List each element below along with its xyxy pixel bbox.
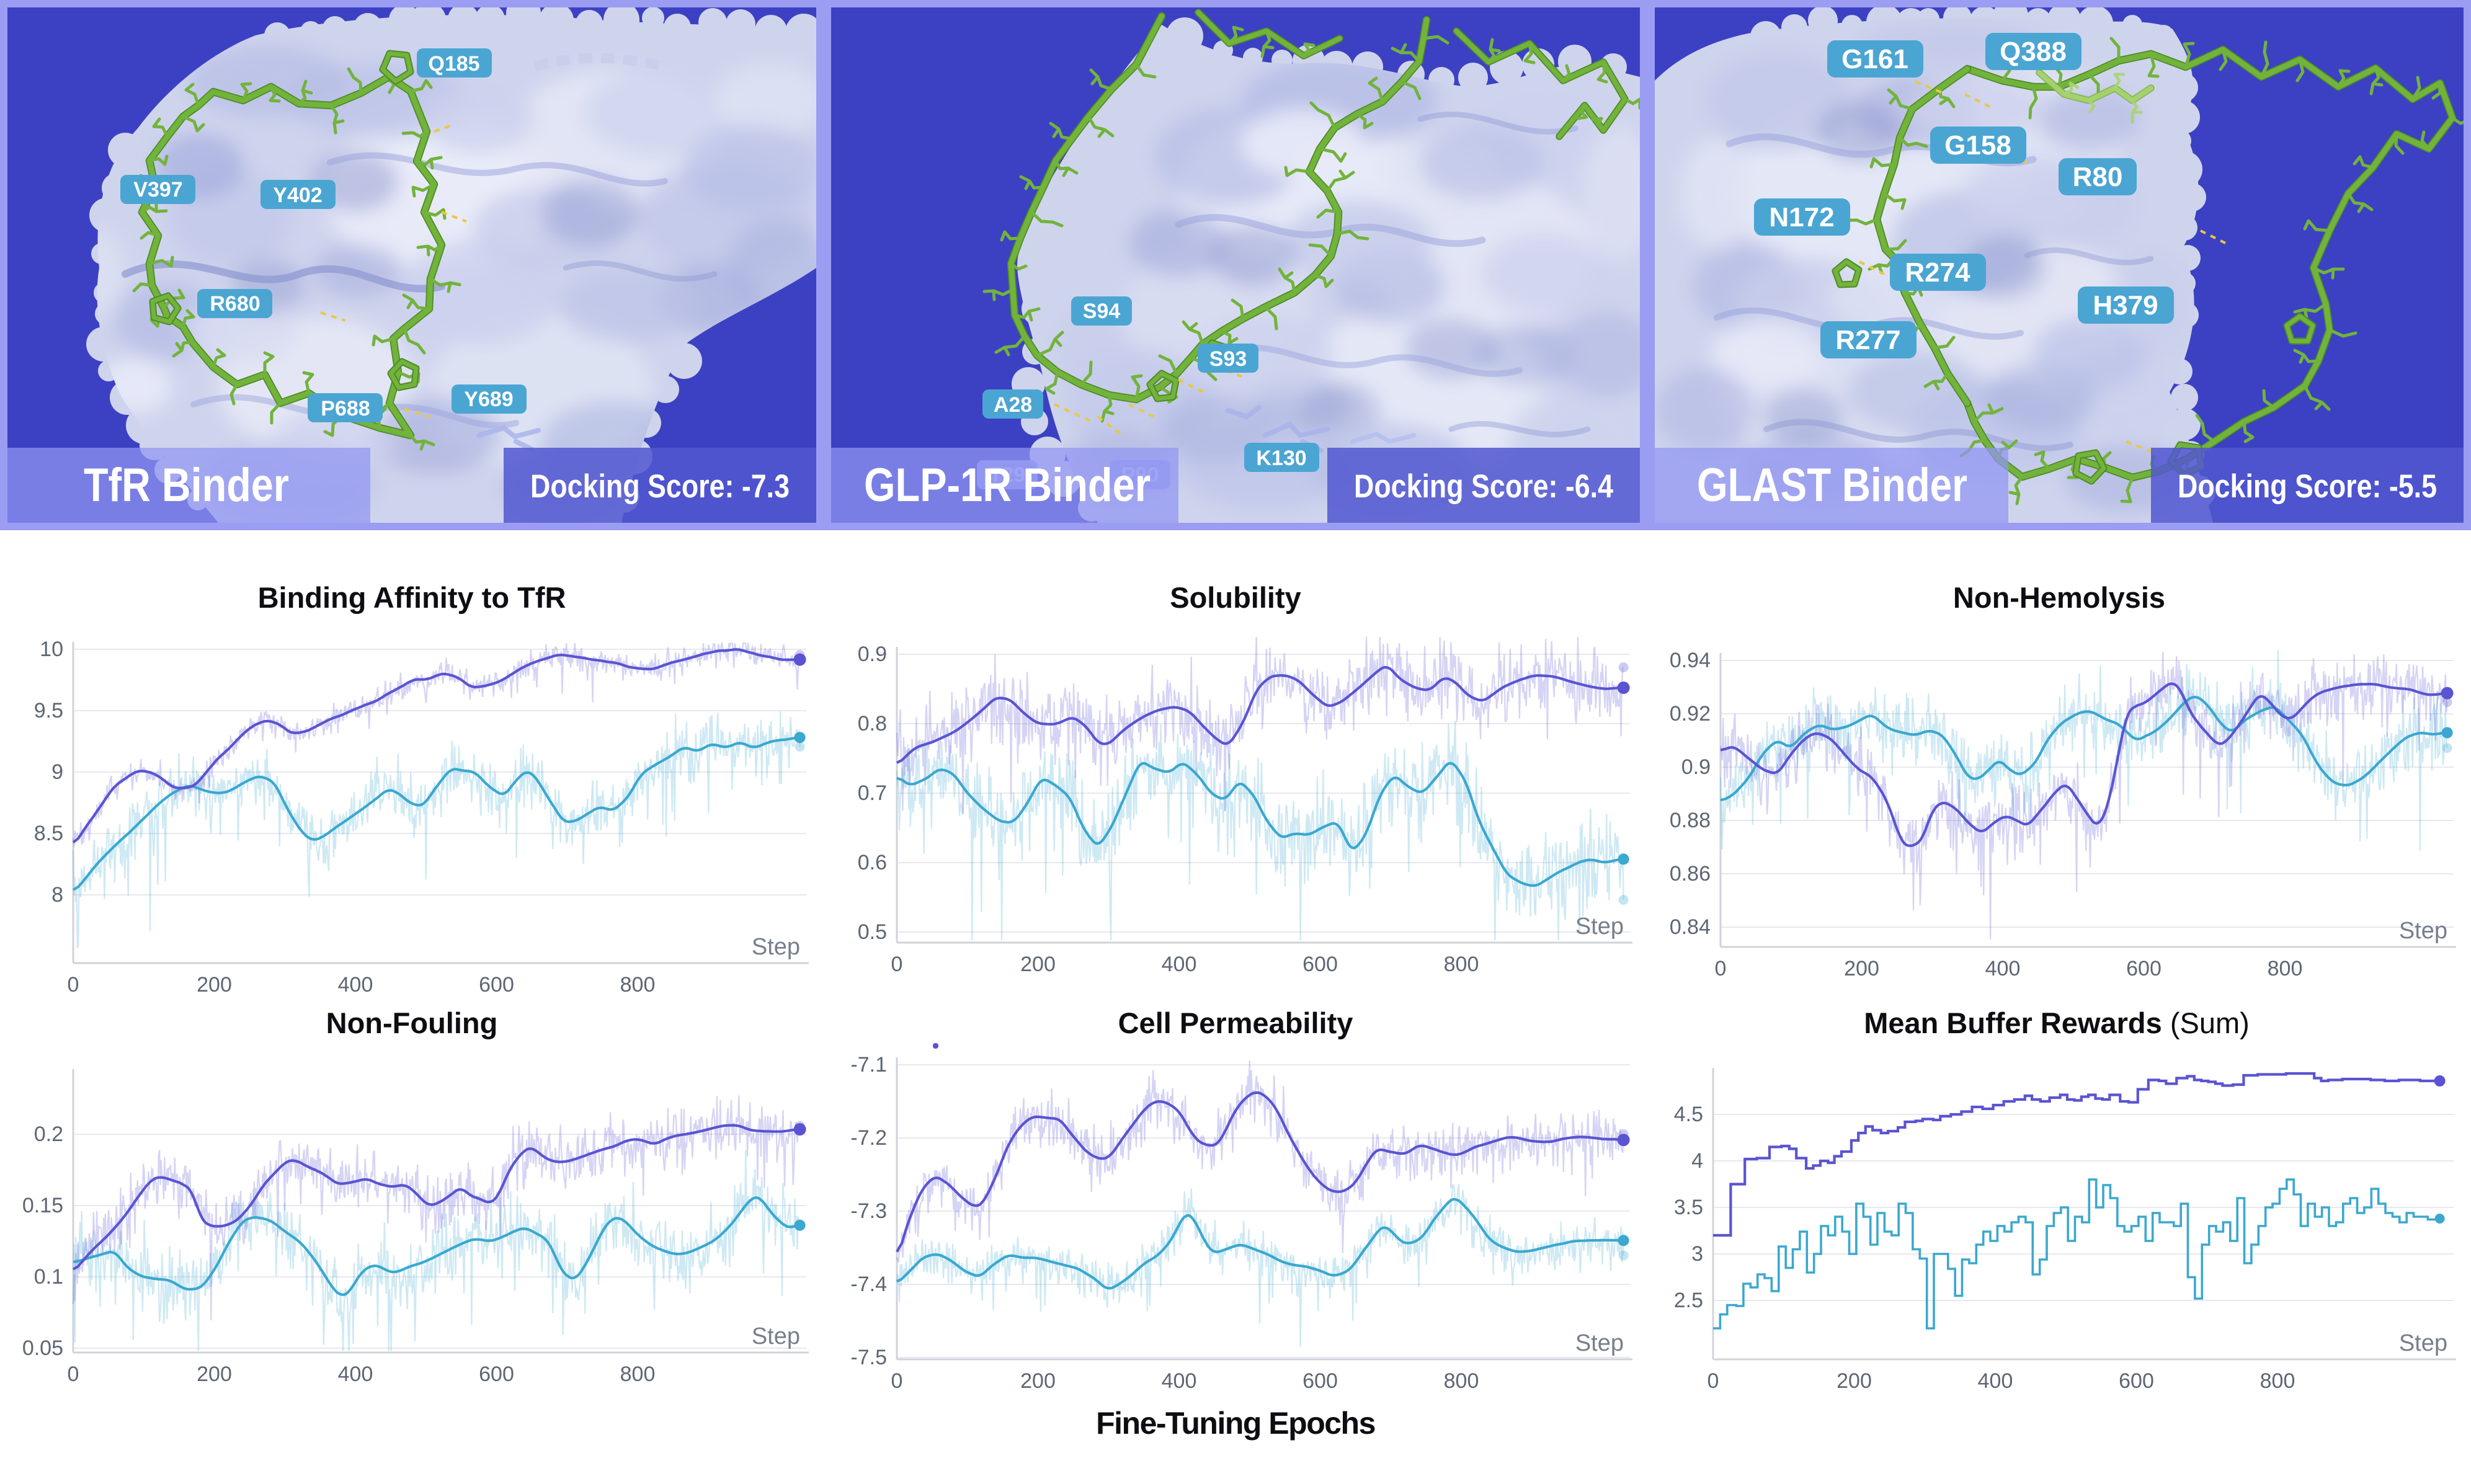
svg-text:R277: R277: [1835, 325, 1900, 355]
svg-text:S93: S93: [1209, 347, 1247, 371]
svg-text:0.5: 0.5: [858, 920, 887, 944]
svg-text:0.86: 0.86: [1670, 862, 1711, 886]
svg-text:Cell Permeability: Cell Permeability: [1118, 1006, 1353, 1039]
svg-text:0.6: 0.6: [858, 851, 887, 874]
svg-text:0.2: 0.2: [34, 1122, 63, 1146]
svg-text:400: 400: [338, 973, 373, 992]
svg-text:0.15: 0.15: [22, 1194, 63, 1217]
svg-text:400: 400: [338, 1362, 373, 1386]
svg-text:P688: P688: [321, 397, 370, 420]
svg-text:Y689: Y689: [464, 388, 513, 411]
svg-text:Y402: Y402: [273, 184, 322, 207]
svg-text:0.8: 0.8: [858, 712, 887, 735]
svg-text:600: 600: [2119, 1369, 2154, 1393]
svg-text:0.05: 0.05: [22, 1336, 63, 1360]
svg-text:400: 400: [1162, 1369, 1197, 1393]
svg-text:3: 3: [1691, 1242, 1703, 1266]
svg-text:0: 0: [891, 953, 903, 976]
svg-text:K130: K130: [1256, 447, 1306, 470]
svg-text:Step: Step: [752, 1323, 800, 1349]
svg-text:800: 800: [620, 973, 656, 992]
svg-text:Binding Affinity to TfR: Binding Affinity to TfR: [258, 581, 566, 614]
svg-text:-7.4: -7.4: [850, 1273, 887, 1296]
svg-text:600: 600: [1302, 953, 1338, 976]
svg-text:V397: V397: [133, 178, 182, 202]
svg-text:R274: R274: [1905, 257, 1970, 288]
svg-text:600: 600: [479, 1362, 514, 1386]
svg-text:9.5: 9.5: [34, 699, 63, 722]
svg-text:Docking Score: -6.4: Docking Score: -6.4: [1354, 468, 1613, 505]
svg-text:-7.3: -7.3: [850, 1199, 887, 1223]
svg-text:800: 800: [2268, 957, 2303, 980]
svg-text:200: 200: [197, 973, 232, 992]
svg-text:G158: G158: [1944, 130, 2011, 161]
svg-text:0: 0: [1707, 1369, 1719, 1393]
svg-text:0: 0: [68, 973, 79, 992]
svg-text:200: 200: [1844, 957, 1879, 980]
svg-text:8: 8: [51, 883, 63, 907]
svg-text:8.5: 8.5: [34, 822, 63, 845]
svg-text:2.5: 2.5: [1674, 1289, 1703, 1312]
svg-text:0.9: 0.9: [1681, 755, 1711, 779]
svg-text:Solubility: Solubility: [1170, 581, 1301, 614]
svg-text:Docking Score: -5.5: Docking Score: -5.5: [2178, 468, 2437, 505]
svg-text:400: 400: [1985, 957, 2021, 980]
svg-text:R680: R680: [210, 292, 260, 316]
svg-text:200: 200: [197, 1362, 232, 1386]
svg-text:Non-Fouling: Non-Fouling: [326, 1006, 498, 1039]
svg-text:0.88: 0.88: [1670, 809, 1711, 832]
svg-text:800: 800: [1444, 953, 1479, 976]
svg-text:200: 200: [1837, 1369, 1872, 1393]
svg-text:Q388: Q388: [2000, 37, 2067, 67]
svg-text:Mean Buffer Rewards (Sum): Mean Buffer Rewards (Sum): [1864, 1006, 2250, 1039]
svg-text:0.9: 0.9: [858, 642, 887, 666]
svg-text:-7.2: -7.2: [850, 1126, 887, 1150]
svg-text:0: 0: [891, 1369, 903, 1393]
svg-text:9: 9: [51, 760, 63, 784]
svg-text:800: 800: [620, 1362, 656, 1386]
svg-text:400: 400: [1162, 953, 1197, 976]
svg-text:GLP-1R Binder: GLP-1R Binder: [864, 459, 1151, 512]
svg-text:Step: Step: [2399, 918, 2447, 944]
svg-text:0.94: 0.94: [1670, 649, 1711, 672]
svg-text:Non-Hemolysis: Non-Hemolysis: [1953, 581, 2165, 614]
svg-text:0: 0: [68, 1362, 79, 1386]
svg-text:0.1: 0.1: [34, 1265, 63, 1289]
svg-text:200: 200: [1020, 953, 1056, 976]
svg-text:600: 600: [2126, 957, 2162, 980]
svg-text:0.84: 0.84: [1670, 915, 1711, 939]
svg-text:200: 200: [1020, 1369, 1056, 1393]
svg-text:800: 800: [2260, 1369, 2295, 1393]
svg-text:4: 4: [1691, 1149, 1703, 1173]
svg-text:Docking Score: -7.3: Docking Score: -7.3: [530, 468, 790, 505]
svg-text:Q185: Q185: [428, 52, 479, 76]
svg-text:600: 600: [1302, 1369, 1338, 1393]
svg-text:A28: A28: [994, 393, 1032, 417]
svg-text:400: 400: [1978, 1369, 2013, 1393]
svg-text:600: 600: [479, 973, 514, 992]
svg-text:Step: Step: [2399, 1330, 2447, 1356]
svg-text:0.92: 0.92: [1670, 702, 1711, 726]
svg-text:-7.1: -7.1: [850, 1053, 887, 1077]
svg-text:G161: G161: [1841, 44, 1908, 74]
svg-text:Step: Step: [752, 934, 800, 960]
svg-text:H379: H379: [2093, 290, 2158, 321]
svg-text:TfR Binder: TfR Binder: [84, 459, 289, 512]
svg-text:R80: R80: [2073, 162, 2123, 192]
svg-text:GLAST Binder: GLAST Binder: [1697, 459, 1967, 512]
svg-text:Step: Step: [1575, 913, 1624, 940]
svg-text:-7.5: -7.5: [850, 1346, 887, 1369]
svg-text:S94: S94: [1083, 300, 1121, 323]
svg-text:800: 800: [1444, 1369, 1479, 1393]
svg-text:Step: Step: [1575, 1330, 1624, 1356]
svg-text:4.5: 4.5: [1674, 1103, 1703, 1126]
svg-text:10: 10: [40, 638, 63, 661]
svg-text:0.7: 0.7: [858, 781, 887, 805]
svg-text:0: 0: [1715, 957, 1727, 980]
svg-text:N172: N172: [1769, 202, 1834, 233]
svg-text:3.5: 3.5: [1674, 1196, 1703, 1219]
